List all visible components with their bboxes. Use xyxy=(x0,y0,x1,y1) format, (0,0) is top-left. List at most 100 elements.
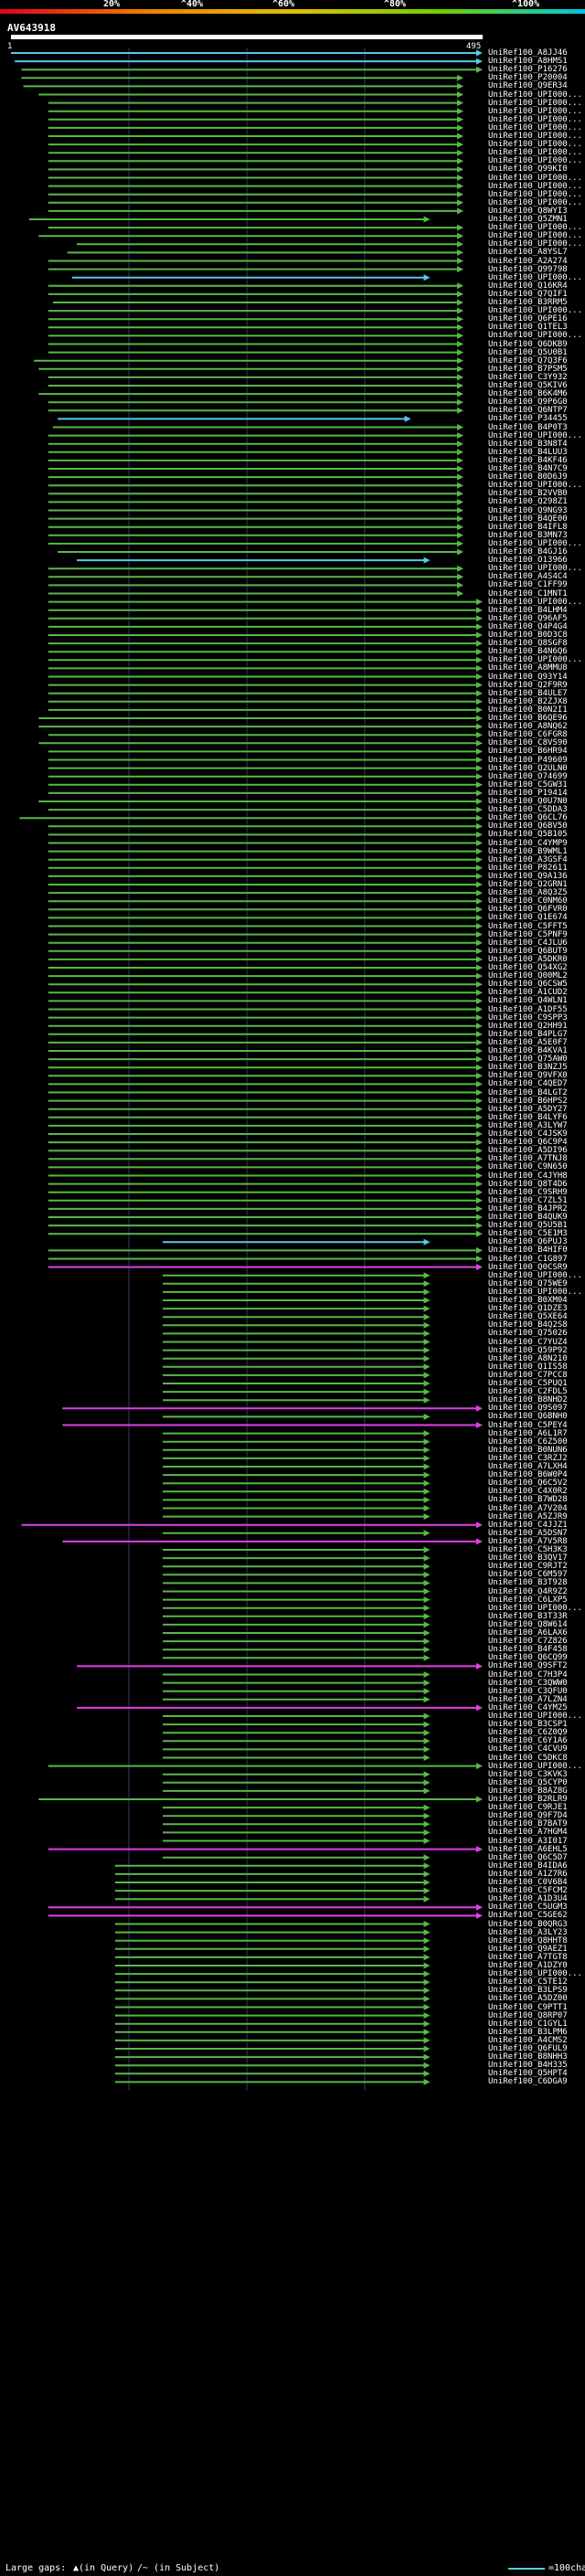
hit-label[interactable]: UniRef100_B4Q2S8 xyxy=(488,1320,568,1330)
hit-label[interactable]: UniRef100_A2A274 xyxy=(488,256,568,266)
hit-label[interactable]: UniRef100_Q8HHT8 xyxy=(488,1935,568,1945)
hit-label[interactable]: UniRef100_C5E1M3 xyxy=(488,1229,568,1239)
hit-label[interactable]: UniRef100_B6HPS2 xyxy=(488,1096,568,1106)
hit-label[interactable]: UniRef100_C0V6B4 xyxy=(488,1878,568,1887)
hit-label[interactable]: UniRef100_Q1TEL3 xyxy=(488,323,568,333)
hit-label[interactable]: UniRef100_C9RJE1 xyxy=(488,1803,568,1813)
hit-label[interactable]: UniRef100_B4H335 xyxy=(488,2061,568,2071)
hit-label[interactable]: UniRef100_A7TGT8 xyxy=(488,1952,568,1962)
hit-label[interactable]: UniRef100_C5GE62 xyxy=(488,1911,568,1921)
hit-label[interactable]: UniRef100_Q6CL76 xyxy=(488,813,568,823)
hit-label[interactable]: UniRef100_C7YUZ4 xyxy=(488,1337,568,1347)
hit-label[interactable]: UniRef100_Q6C9P4 xyxy=(488,1138,568,1148)
hit-label[interactable]: UniRef100_B0QRG3 xyxy=(488,1919,568,1929)
hit-label[interactable]: UniRef100_UPI000... xyxy=(488,1287,582,1297)
hit-label[interactable]: UniRef100_Q75026 xyxy=(488,1329,568,1339)
hit-label[interactable]: UniRef100_UPI000... xyxy=(488,1603,582,1613)
hit-label[interactable]: UniRef100_B3T928 xyxy=(488,1578,568,1588)
hit-label[interactable]: UniRef100_A1DZY0 xyxy=(488,1961,568,1970)
hit-label[interactable]: UniRef100_C5UGM3 xyxy=(488,1903,568,1913)
hit-label[interactable]: UniRef100_UPI000... xyxy=(488,98,582,108)
hit-label[interactable]: UniRef100_B3LPS9 xyxy=(488,1986,568,1996)
hit-label[interactable]: UniRef100_C9RJT2 xyxy=(488,1562,568,1572)
hit-label[interactable]: UniRef100_B3LPM6 xyxy=(488,2027,568,2037)
hit-label[interactable]: UniRef100_Q1DZE3 xyxy=(488,1304,568,1314)
hit-label[interactable]: UniRef100_UPI000... xyxy=(488,1712,582,1721)
hit-label[interactable]: UniRef100_C0NM60 xyxy=(488,896,568,906)
hit-label[interactable]: UniRef100_B3MN73 xyxy=(488,530,568,540)
hit-label[interactable]: UniRef100_UPI000... xyxy=(488,189,582,199)
hit-label[interactable]: UniRef100_UPI000... xyxy=(488,306,582,316)
hit-label[interactable]: UniRef100_B4KVA1 xyxy=(488,1046,568,1055)
hit-label[interactable]: UniRef100_A7LXH4 xyxy=(488,1462,568,1471)
hit-label[interactable]: UniRef100_P19414 xyxy=(488,788,568,798)
hit-label[interactable]: UniRef100_C7Z826 xyxy=(488,1637,568,1647)
hit-label[interactable]: UniRef100_B4QUK9 xyxy=(488,1213,568,1222)
hit-label[interactable]: UniRef100_C9PTT1 xyxy=(488,2002,568,2012)
hit-label[interactable]: UniRef100_C6FGR8 xyxy=(488,730,568,740)
hit-label[interactable]: UniRef100_C6Z500 xyxy=(488,1436,568,1447)
hit-label[interactable]: UniRef100_A6EHL5 xyxy=(488,1844,568,1854)
hit-label[interactable]: UniRef100_Q59P92 xyxy=(488,1345,568,1355)
hit-label[interactable]: UniRef100_UPI000... xyxy=(488,197,582,207)
hit-label[interactable]: UniRef100_Q00ML2 xyxy=(488,971,568,981)
hit-label[interactable]: UniRef100_B0NUN6 xyxy=(488,1445,568,1455)
hit-label[interactable]: UniRef100_Q5U0B1 xyxy=(488,347,568,357)
hit-label[interactable]: UniRef100_A1DF55 xyxy=(488,1004,568,1014)
hit-label[interactable]: UniRef100_C5H3K3 xyxy=(488,1545,568,1554)
hit-label[interactable]: UniRef100_B4IDA6 xyxy=(488,1860,568,1871)
hit-label[interactable]: UniRef100_UPI000... xyxy=(488,181,582,191)
hit-label[interactable]: UniRef100_C3QWW0 xyxy=(488,1678,568,1688)
hit-label[interactable]: UniRef100_C4YMP9 xyxy=(488,838,568,848)
hit-label[interactable]: UniRef100_B4N7C9 xyxy=(488,464,568,473)
hit-label[interactable]: UniRef100_Q7Q3F6 xyxy=(488,355,568,366)
hit-label[interactable]: UniRef100_B3T33R xyxy=(488,1611,568,1621)
hit-label[interactable]: UniRef100_UPI000... xyxy=(488,1270,582,1280)
hit-label[interactable]: UniRef100_UPI000... xyxy=(488,132,582,141)
hit-label[interactable]: UniRef100_Q99798 xyxy=(488,264,568,274)
hit-label[interactable]: UniRef100_A7TNJ8 xyxy=(488,1154,568,1164)
hit-label[interactable]: UniRef100_C3KVK3 xyxy=(488,1769,568,1779)
hit-label[interactable]: UniRef100_Q6FUL9 xyxy=(488,2044,568,2053)
hit-label[interactable]: UniRef100_B6HR94 xyxy=(488,747,568,757)
hit-label[interactable]: UniRef100_UPI000... xyxy=(488,655,582,665)
hit-label[interactable]: UniRef100_A8YSL7 xyxy=(488,248,568,258)
hit-label[interactable]: UniRef100_P34455 xyxy=(488,414,568,424)
hit-label[interactable]: UniRef100_UPI000... xyxy=(488,430,582,440)
hit-label[interactable]: UniRef100_UPI000... xyxy=(488,564,582,574)
hit-label[interactable]: UniRef100_B4LHM4 xyxy=(488,605,568,615)
hit-label[interactable]: UniRef100_C5DDA3 xyxy=(488,805,568,815)
hit-label[interactable]: UniRef100_C1G897 xyxy=(488,1254,568,1264)
hit-label[interactable]: UniRef100_Q54XG2 xyxy=(488,963,568,972)
hit-label[interactable]: UniRef100_Q9AEZ1 xyxy=(488,1944,568,1954)
hit-label[interactable]: UniRef100_C1FF99 xyxy=(488,580,568,590)
hit-label[interactable]: UniRef100_A5DY27 xyxy=(488,1104,568,1114)
hit-label[interactable]: UniRef100_Q9A136 xyxy=(488,871,568,881)
hit-label[interactable]: UniRef100_Q5B105 xyxy=(488,830,568,840)
hit-label[interactable]: UniRef100_C5DKC8 xyxy=(488,1753,568,1763)
hit-label[interactable]: UniRef100_A6LAX6 xyxy=(488,1628,568,1638)
hit-label[interactable]: UniRef100_UPI000... xyxy=(488,231,582,241)
hit-label[interactable]: UniRef100_C5FCM2 xyxy=(488,1886,568,1896)
hit-label[interactable]: UniRef100_A5DI96 xyxy=(488,1146,568,1156)
hit-label[interactable]: UniRef100_A4S4C4 xyxy=(488,572,568,582)
hit-label[interactable]: UniRef100_A1CUD2 xyxy=(488,988,568,998)
hit-label[interactable]: UniRef100_A8MMU8 xyxy=(488,663,568,673)
hit-label[interactable]: UniRef100_A3LY23 xyxy=(488,1927,568,1937)
hit-label[interactable]: UniRef100_Q6NTP7 xyxy=(488,406,568,416)
hit-label[interactable]: UniRef100_Q7QIF1 xyxy=(488,289,568,299)
hit-label[interactable]: UniRef100_C6Y1A6 xyxy=(488,1736,568,1746)
hit-label[interactable]: UniRef100_Q9SFT2 xyxy=(488,1661,568,1671)
hit-label[interactable]: UniRef100_A8NQ62 xyxy=(488,722,568,732)
hit-label[interactable]: UniRef100_B0XM04 xyxy=(488,1296,568,1305)
hit-label[interactable]: UniRef100_B3CSP1 xyxy=(488,1720,568,1730)
hit-label[interactable]: UniRef100_UPI000... xyxy=(488,331,582,341)
hit-label[interactable]: UniRef100_B7WD28 xyxy=(488,1495,568,1505)
hit-label[interactable]: UniRef100_B3RRM5 xyxy=(488,298,568,307)
hit-label[interactable]: UniRef100_UPI000... xyxy=(488,140,582,150)
hit-label[interactable]: UniRef100_A3I017 xyxy=(488,1836,568,1846)
hit-label[interactable]: UniRef100_C4QED7 xyxy=(488,1079,568,1089)
hit-label[interactable]: UniRef100_A4CMS2 xyxy=(488,2035,568,2045)
hit-label[interactable]: UniRef100_Q75WE9 xyxy=(488,1278,568,1288)
hit-label[interactable]: UniRef100_B2RLR9 xyxy=(488,1795,568,1804)
